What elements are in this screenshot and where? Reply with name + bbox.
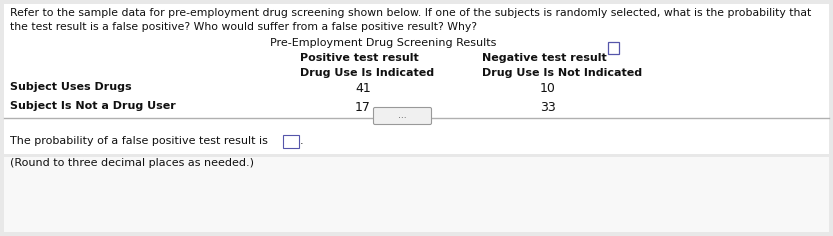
FancyBboxPatch shape	[283, 135, 299, 148]
Text: the test result is a false positive? Who would suffer from a false positive resu: the test result is a false positive? Who…	[10, 22, 477, 32]
Text: ...: ...	[397, 110, 407, 119]
FancyBboxPatch shape	[608, 42, 619, 54]
Text: Drug Use Is Not Indicated: Drug Use Is Not Indicated	[482, 68, 642, 78]
Text: (Round to three decimal places as needed.): (Round to three decimal places as needed…	[10, 158, 254, 168]
Text: Positive test result: Positive test result	[300, 53, 419, 63]
Text: Subject Is Not a Drug User: Subject Is Not a Drug User	[10, 101, 176, 111]
FancyBboxPatch shape	[4, 4, 829, 154]
Text: The probability of a false positive test result is: The probability of a false positive test…	[10, 136, 268, 146]
Text: 17: 17	[355, 101, 371, 114]
Text: Drug Use Is Indicated: Drug Use Is Indicated	[300, 68, 434, 78]
Text: Negative test result: Negative test result	[482, 53, 606, 63]
Text: .: .	[300, 136, 303, 146]
Text: 10: 10	[540, 82, 556, 95]
FancyBboxPatch shape	[373, 108, 431, 125]
Text: 33: 33	[540, 101, 556, 114]
Text: 41: 41	[355, 82, 371, 95]
Text: Pre-Employment Drug Screening Results: Pre-Employment Drug Screening Results	[270, 38, 496, 48]
FancyBboxPatch shape	[4, 157, 829, 232]
Text: Subject Uses Drugs: Subject Uses Drugs	[10, 82, 132, 92]
Text: Refer to the sample data for pre-employment drug screening shown below. If one o: Refer to the sample data for pre-employm…	[10, 8, 811, 18]
